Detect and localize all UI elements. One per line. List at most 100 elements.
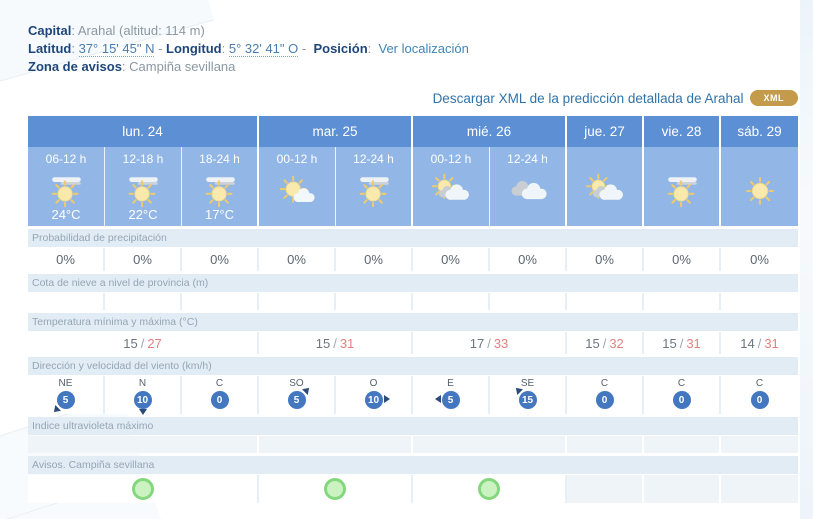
- wind-speed-badge: 0: [210, 391, 229, 409]
- hour-range-cell: [721, 147, 798, 171]
- hour-range-cell: 12-18 h: [105, 147, 182, 171]
- latitude-link[interactable]: 37° 15' 45" N: [78, 41, 155, 57]
- snow-level-cell: [490, 293, 567, 310]
- wind-label: Dirección y velocidad del viento (km/h): [28, 357, 798, 375]
- day-header-row: lun. 24 mar. 25 mié. 26 jue. 27 vie. 28 sáb. …: [28, 116, 798, 147]
- precipitation-cell: 0%: [182, 248, 259, 271]
- wind-arrow-e-icon: [383, 395, 390, 403]
- wind-direction: N: [138, 378, 147, 389]
- hour-range-cell: 00-12 h: [413, 147, 490, 171]
- day-header-lun24: lun. 24: [28, 116, 259, 147]
- precipitation-cell: 0%: [259, 248, 336, 271]
- clouds-icon: [511, 181, 547, 200]
- longitud-label: Longitud: [166, 41, 222, 56]
- green-warning-level-icon: [324, 478, 346, 500]
- temp-max: 27: [147, 335, 162, 351]
- sun-high-clouds-icon: [205, 177, 235, 208]
- precipitation-row: 0% 0% 0% 0% 0% 0% 0% 0% 0% 0%: [28, 248, 798, 271]
- wind-cell: NE 5: [28, 376, 105, 415]
- wind-arrow-s-icon: [138, 409, 147, 415]
- wind-speed-badge: 0: [595, 391, 614, 409]
- wind-cell: N 10: [105, 376, 182, 415]
- wind-speed-badge: 5: [434, 391, 460, 409]
- wind-arrow-ne-icon: [301, 385, 312, 395]
- warning-cell: [28, 475, 259, 503]
- wind-speed-badge: 15: [512, 385, 537, 409]
- uv-index-cell: [567, 436, 644, 453]
- weather-cell: [413, 171, 490, 226]
- temperature-cell: 15/31: [644, 332, 721, 354]
- wind-cell: SE 15: [490, 376, 567, 414]
- uv-index-cell: [28, 436, 259, 453]
- sun-high-clouds-icon: [128, 177, 158, 208]
- temp-min: 17: [469, 335, 485, 351]
- temperature-cell: 17/33: [413, 332, 567, 354]
- weather-cell: 17°C: [182, 171, 259, 226]
- latitud-label: Latitud: [28, 41, 72, 56]
- hour-range-cell: 18-24 h: [182, 147, 259, 171]
- snow-level-cell: [413, 293, 490, 310]
- temp-min: 15: [662, 335, 677, 351]
- weather-cell: [721, 171, 798, 226]
- green-warning-level-icon: [478, 478, 500, 500]
- sun-behind-clouds-icon: [585, 173, 623, 200]
- temp-separator: /: [757, 335, 762, 351]
- wind-row: NE 5 N 10 C 0 SO 5 O 10 E 5 SE 15 C 0 C 0 C 0: [28, 376, 798, 415]
- day-header-vie28: vie. 28: [644, 116, 721, 147]
- temp-separator: /: [487, 335, 491, 351]
- wind-direction: E: [447, 378, 454, 389]
- capital-label: Capital: [28, 23, 72, 38]
- hour-range-cell: 00-12 h: [259, 147, 336, 171]
- temp-min: 14: [740, 335, 755, 351]
- zona-line: Zona de avisos: Campiña sevillana: [28, 59, 236, 74]
- weather-cell: 24°C: [28, 171, 105, 226]
- temperature-cell: 15/31: [259, 332, 413, 354]
- snow-level-cell: [105, 293, 182, 310]
- hour-range-cell: [644, 147, 721, 171]
- wind-arrow-nw-icon: [512, 385, 523, 395]
- wind-cell: O 10: [336, 376, 413, 414]
- sun-icon: [745, 177, 774, 205]
- cell-temperature: 17°C: [204, 207, 235, 222]
- download-line: Descargar XML de la predicción detallada…: [28, 90, 798, 108]
- page-content: Capital: Arahal (altitud: 114 m) Latitud…: [28, 23, 798, 503]
- longitude-link[interactable]: 5° 32' 41" O: [228, 41, 299, 57]
- hour-range-cell: 12-24 h: [336, 147, 413, 171]
- wind-speed-badge: 5: [287, 385, 312, 409]
- hour-range-cell: [567, 147, 644, 171]
- temp-min: 15: [585, 335, 600, 351]
- snow-level-cell: [644, 293, 721, 310]
- sun-high-clouds-icon: [51, 177, 81, 208]
- wind-speed-badge: 10: [133, 391, 152, 415]
- hour-range-cell: 12-24 h: [490, 147, 567, 171]
- temp-separator: /: [602, 335, 607, 351]
- snow-level-row: [28, 293, 798, 310]
- precipitation-cell: 0%: [644, 248, 721, 271]
- xml-badge-button[interactable]: XML: [749, 90, 798, 106]
- ver-localizacion-link[interactable]: Ver localización: [378, 41, 469, 56]
- wind-speed-badge: 0: [750, 391, 769, 409]
- wind-speed-badge: 10: [364, 391, 390, 409]
- weather-cell: [336, 171, 413, 226]
- cell-temperature: 22°C: [128, 207, 158, 222]
- temp-max: 31: [339, 335, 355, 351]
- precipitation-cell: 0%: [721, 248, 798, 271]
- warning-cell: [259, 475, 413, 503]
- precipitation-cell: 0%: [567, 248, 644, 271]
- warning-cell: [413, 475, 567, 503]
- sun-high-clouds-icon: [359, 177, 389, 208]
- sun-small-cloud-icon: [279, 175, 315, 203]
- temp-min: 15: [123, 335, 138, 351]
- uv-index-label: Indice ultravioleta máximo: [28, 417, 798, 435]
- temperature-cell: 15/27: [28, 332, 259, 354]
- download-xml-link[interactable]: Descargar XML de la predicción detallada…: [432, 91, 744, 106]
- wind-speed-badge: 0: [672, 391, 691, 409]
- temp-max: 32: [609, 335, 624, 351]
- uv-index-row: [28, 436, 798, 453]
- snow-level-cell: [336, 293, 413, 310]
- posicion-label: Posición: [313, 41, 368, 56]
- snow-level-cell: [567, 293, 644, 310]
